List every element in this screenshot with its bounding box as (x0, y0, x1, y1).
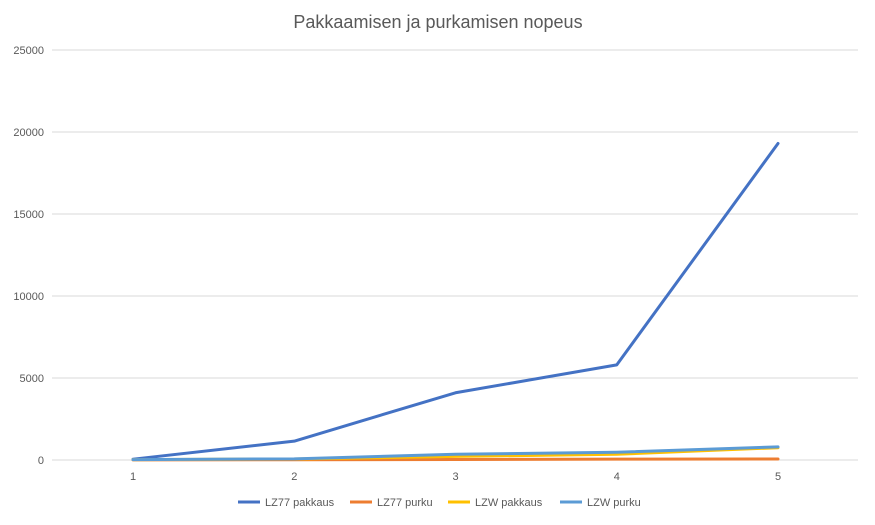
x-axis-tick-labels: 1 2 3 4 5 (130, 471, 781, 483)
legend-label: LZ77 pakkaus (265, 497, 335, 509)
x-tick-label: 1 (130, 471, 136, 483)
legend-label: LZW purku (587, 497, 641, 509)
series-lines (131, 141, 780, 462)
y-tick-label: 5000 (20, 373, 44, 385)
legend-label: LZW pakkaus (475, 497, 543, 509)
x-tick-label: 4 (614, 471, 620, 483)
chart-title: Pakkaamisen ja purkamisen nopeus (293, 12, 582, 32)
x-tick-label: 2 (291, 471, 297, 483)
y-tick-label: 20000 (13, 127, 44, 139)
y-tick-label: 10000 (13, 291, 44, 303)
legend-label: LZ77 purku (377, 497, 433, 509)
x-tick-label: 3 (452, 471, 458, 483)
y-tick-label: 15000 (13, 209, 44, 221)
series-line-lzw-purku (131, 445, 780, 462)
legend-item: LZ77 purku (350, 497, 433, 509)
legend-item: LZW pakkaus (448, 497, 543, 509)
y-tick-label: 0 (38, 455, 44, 467)
y-axis-tick-labels: 0 5000 10000 15000 20000 25000 (13, 45, 44, 467)
x-tick-label: 5 (775, 471, 781, 483)
series-line-lz77-pakkaus (131, 141, 780, 461)
legend: LZ77 pakkaus LZ77 purku LZW pakkaus LZW pur… (238, 497, 641, 509)
gridlines (52, 49, 858, 461)
legend-item: LZW purku (560, 497, 641, 509)
legend-item: LZ77 pakkaus (238, 497, 335, 509)
y-tick-label: 25000 (13, 45, 44, 57)
